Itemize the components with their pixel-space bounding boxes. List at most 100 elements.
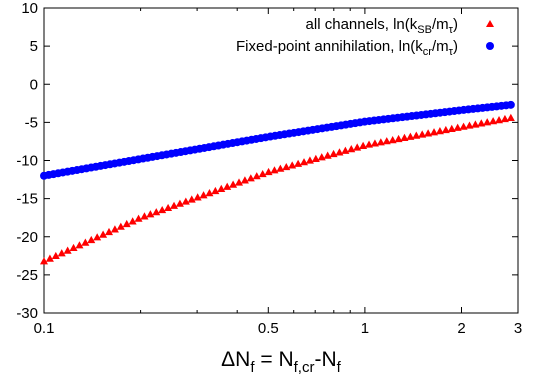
triangle-point xyxy=(134,214,143,222)
triangle-point xyxy=(264,167,273,176)
series-all-channels xyxy=(40,113,515,265)
triangle-point xyxy=(435,127,444,135)
triangle-point xyxy=(270,166,279,174)
triangle-point xyxy=(365,140,374,148)
triangle-point xyxy=(300,158,309,166)
triangle-point xyxy=(181,197,190,205)
triangle-point xyxy=(63,246,72,254)
triangle-point xyxy=(205,189,214,197)
triangle-point xyxy=(170,201,179,209)
triangle-point xyxy=(317,153,326,161)
triangle-point xyxy=(305,156,314,164)
triangle-point xyxy=(311,154,320,163)
triangle-point xyxy=(105,227,114,236)
triangle-point xyxy=(406,132,415,140)
triangle-point xyxy=(294,159,303,167)
y-tick-label: -15 xyxy=(16,191,38,208)
triangle-point xyxy=(193,193,202,201)
triangle-point xyxy=(246,174,255,182)
axis-ticks: -30 -25 -20 -15 -10 -5 0 5 10 0.1 0.5 1 2 3 xyxy=(16,0,522,337)
triangle-point xyxy=(57,249,66,257)
triangle-point xyxy=(164,203,173,212)
triangle-point xyxy=(288,161,297,169)
triangle-point xyxy=(459,122,468,130)
triangle-point xyxy=(51,251,60,260)
x-tick-label: 0.1 xyxy=(34,320,55,337)
triangle-point xyxy=(75,241,84,249)
triangle-point xyxy=(412,131,421,139)
triangle-point xyxy=(140,212,149,220)
triangle-point xyxy=(175,199,184,207)
triangle-point xyxy=(471,120,480,128)
triangle-point xyxy=(382,137,391,145)
triangle-point xyxy=(500,114,509,123)
triangle-point xyxy=(430,128,439,136)
triangle-point xyxy=(394,134,403,143)
legend-label: all channels, ln(kSB/mτ) xyxy=(306,16,458,36)
y-tick-label: -30 xyxy=(16,305,38,322)
triangle-point xyxy=(359,141,368,149)
y-tick-label: -10 xyxy=(16,153,38,170)
y-tick-label: 10 xyxy=(21,0,38,17)
circle-point xyxy=(506,100,515,109)
triangle-point xyxy=(388,135,397,144)
triangle-point xyxy=(93,233,102,241)
triangle-point xyxy=(69,243,78,252)
triangle-point xyxy=(223,182,232,190)
triangle-point xyxy=(240,176,249,184)
triangle-point xyxy=(370,139,379,147)
x-tick-label: 2 xyxy=(457,320,465,337)
triangle-point xyxy=(489,117,498,125)
legend-triangle-marker xyxy=(486,20,494,27)
triangle-point xyxy=(211,186,220,195)
x-axis-label: ΔNf = Nf,cr-Nf xyxy=(221,348,342,376)
triangle-point xyxy=(506,113,515,121)
triangle-point xyxy=(87,235,96,244)
data-points xyxy=(40,100,515,265)
triangle-point xyxy=(323,151,332,159)
triangle-point xyxy=(495,115,504,124)
triangle-point xyxy=(99,230,108,238)
legend-label: Fixed-point annihilation, ln(kcr/mτ) xyxy=(236,38,458,58)
triangle-point xyxy=(341,146,350,154)
triangle-point xyxy=(400,133,409,141)
triangle-point xyxy=(282,162,291,171)
x-tick-label: 3 xyxy=(514,320,522,337)
triangle-point xyxy=(128,217,137,225)
y-tick-label: 0 xyxy=(30,76,38,93)
triangle-point xyxy=(335,148,344,156)
triangle-point xyxy=(252,172,261,180)
triangle-point xyxy=(347,145,356,153)
triangle-point xyxy=(122,219,131,228)
x-tick-label: 1 xyxy=(361,320,369,337)
triangle-point xyxy=(483,118,492,126)
triangle-point xyxy=(81,238,90,246)
triangle-point xyxy=(152,208,161,216)
triangle-point xyxy=(329,149,338,158)
x-axis-title: ΔNf = Nf,cr-Nf xyxy=(221,348,342,376)
triangle-point xyxy=(45,254,54,262)
triangle-point xyxy=(146,210,155,218)
x-tick-label: 0.5 xyxy=(258,320,279,337)
triangle-point xyxy=(116,222,125,230)
triangle-point xyxy=(199,191,208,199)
triangle-point xyxy=(441,125,450,134)
triangle-point xyxy=(229,180,238,188)
triangle-point xyxy=(40,257,48,265)
triangle-point xyxy=(453,123,462,131)
triangle-point xyxy=(477,119,486,127)
triangle-point xyxy=(447,124,456,132)
triangle-point xyxy=(258,169,267,178)
triangle-point xyxy=(418,130,427,138)
triangle-point xyxy=(217,184,226,192)
triangle-point xyxy=(187,195,196,203)
y-tick-label: 5 xyxy=(30,38,38,55)
triangle-point xyxy=(376,138,385,146)
triangle-point xyxy=(353,143,362,151)
series-fixed-point xyxy=(40,100,515,180)
triangle-point xyxy=(465,121,474,129)
triangle-point xyxy=(158,205,167,214)
triangle-point xyxy=(276,164,285,172)
triangle-point xyxy=(235,178,244,186)
